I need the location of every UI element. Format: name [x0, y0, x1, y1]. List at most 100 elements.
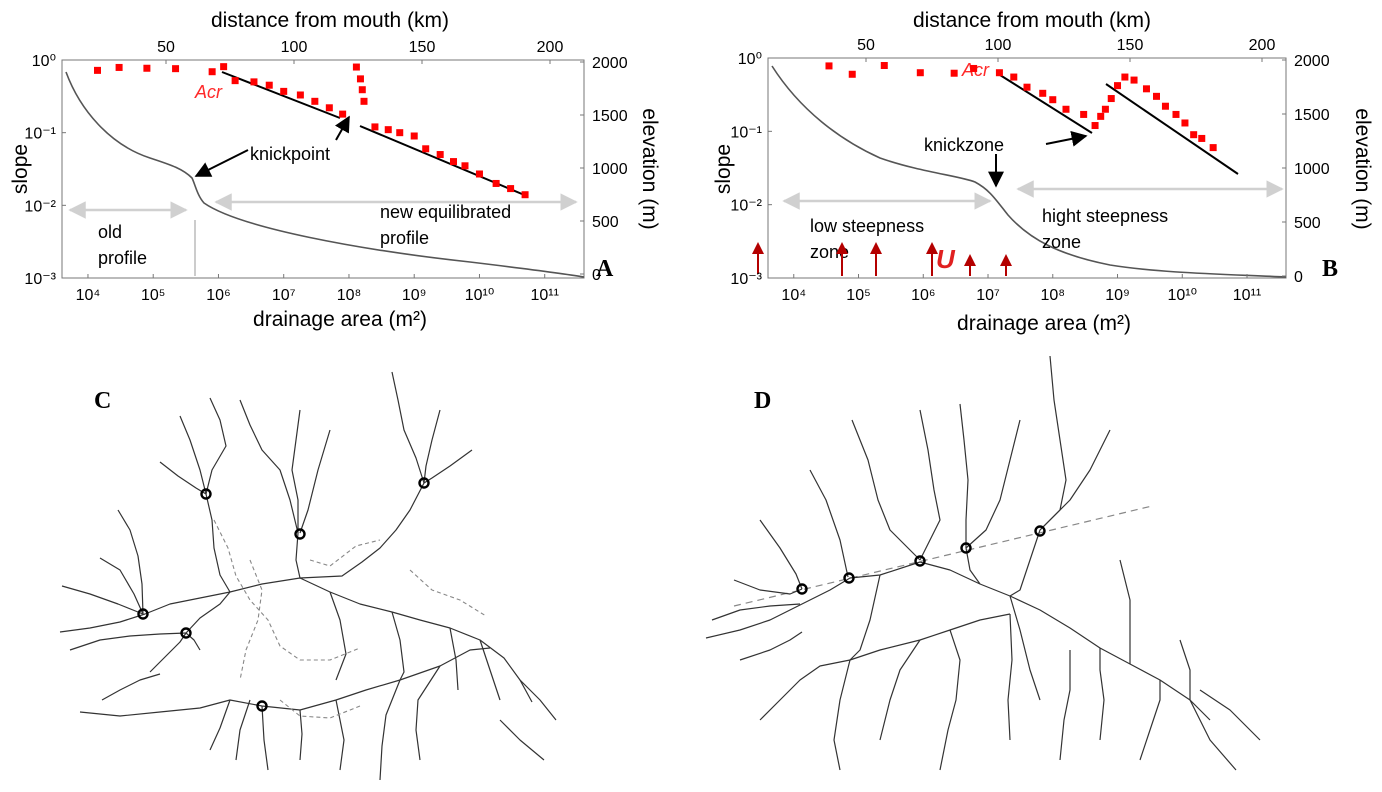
panel-label-a: A	[596, 256, 614, 282]
y-tick-label: 10⁻³	[730, 271, 762, 288]
data-point	[461, 162, 469, 170]
y2-tick-label: 0	[592, 267, 601, 284]
x2-axis-title: distance from mouth (km)	[913, 9, 1151, 32]
data-point	[825, 62, 833, 70]
data-point	[396, 129, 404, 137]
uplift-arrows	[752, 242, 1012, 276]
data-point	[231, 77, 239, 85]
data-point	[94, 66, 102, 74]
data-point	[848, 70, 856, 78]
knickpoint-markers	[137, 477, 430, 712]
knickpoint-marker	[256, 700, 268, 712]
x2-tick-label: 200	[1249, 37, 1276, 54]
longitudinal-profile-curve	[771, 65, 1287, 278]
data-point	[1097, 112, 1105, 120]
knickpoint-marker	[796, 583, 808, 595]
y2-axis-title: elevation (m)	[638, 108, 661, 229]
data-point	[970, 64, 978, 72]
data-point	[916, 69, 924, 77]
knickpoint-marker	[200, 488, 212, 500]
data-point	[1049, 96, 1057, 104]
y2-tick-labels: 2000 1500 1000 500 0	[1282, 53, 1330, 286]
y2-tick-label: 2000	[592, 55, 628, 72]
data-point	[371, 123, 379, 131]
data-point	[352, 63, 360, 71]
x-tick-label: 10¹¹	[530, 287, 558, 304]
panel-c-drainage-map: C	[59, 371, 557, 781]
data-point	[1172, 110, 1180, 118]
knickpoint-marker	[843, 572, 855, 584]
data-point	[115, 63, 123, 71]
y-tick-label: 10⁻¹	[24, 126, 56, 143]
y2-tick-label: 500	[1294, 215, 1321, 232]
data-point	[1107, 95, 1115, 103]
knickzone-arrow	[1045, 130, 1088, 147]
data-point	[1062, 105, 1070, 113]
data-point	[450, 158, 457, 166]
x2-tick-label: 150	[409, 39, 436, 56]
data-point	[1142, 85, 1150, 93]
y-axis-title: slope	[712, 144, 735, 194]
data-point	[1039, 89, 1047, 97]
x-tick-label: 10¹⁰	[1167, 287, 1197, 304]
data-point	[311, 97, 319, 105]
x-tick-label: 10⁹	[402, 287, 427, 304]
knickzone-label: knickzone	[924, 135, 1004, 155]
data-point	[1130, 76, 1138, 84]
abandoned-channels	[213, 519, 487, 719]
data-point	[358, 86, 366, 94]
data-point	[280, 87, 288, 95]
x2-tick-label: 50	[157, 39, 175, 56]
data-point	[950, 69, 958, 77]
y-tick-label: 10⁻³	[24, 271, 56, 288]
data-points	[825, 62, 1217, 152]
x2-tick-label: 50	[857, 37, 875, 54]
acr-label: Acr	[194, 82, 223, 102]
data-point	[339, 110, 347, 118]
y-tick-labels: 10⁰ 10⁻¹ 10⁻² 10⁻³	[730, 51, 772, 288]
x-tick-labels: 10⁴ 10⁵ 10⁶ 10⁷ 10⁸ 10⁹ 10¹⁰ 10¹¹	[76, 274, 559, 304]
x2-axis-title: distance from mouth (km)	[211, 9, 449, 32]
y-tick-label: 10⁰	[32, 53, 56, 70]
longitudinal-profile-curve	[65, 71, 585, 278]
data-point	[1198, 134, 1206, 142]
x-tick-label: 10⁵	[141, 287, 165, 304]
fit-line-upper-steepness	[1105, 83, 1239, 175]
y2-tick-label: 2000	[1294, 53, 1330, 70]
y-tick-label: 10⁻²	[730, 198, 762, 215]
x-axis-title: drainage area (m²)	[253, 308, 427, 331]
data-points	[94, 63, 529, 199]
data-point	[1190, 131, 1198, 139]
data-point	[436, 151, 444, 159]
x-tick-label: 10⁶	[911, 287, 935, 304]
data-point	[1080, 110, 1088, 118]
y-axis-title: slope	[9, 144, 32, 194]
uplift-arrowhead	[870, 242, 882, 254]
y2-tick-label: 1000	[592, 161, 628, 178]
data-point	[1161, 102, 1169, 110]
plot-frame	[61, 59, 585, 279]
knickpoint-label: knickpoint	[250, 144, 330, 164]
fit-line-lower-steepness	[999, 74, 1093, 134]
uplift-arrowhead	[1000, 254, 1012, 266]
x-tick-label: 10⁸	[337, 287, 362, 304]
data-point	[507, 185, 515, 193]
y-tick-label: 10⁻²	[24, 198, 56, 215]
y2-axis-title: elevation (m)	[1351, 108, 1374, 229]
data-point	[172, 65, 180, 73]
knickpoint-marker	[418, 477, 430, 489]
knickpoint-arrow	[194, 149, 249, 177]
x-tick-label: 10⁷	[272, 287, 296, 304]
knickpoint-marker	[1034, 525, 1046, 537]
x2-tick-label: 100	[985, 37, 1012, 54]
stream-network	[59, 371, 557, 781]
y-tick-label: 10⁰	[738, 51, 762, 68]
y2-tick-label: 1500	[592, 108, 628, 125]
data-point	[1209, 144, 1217, 152]
x-axis-title: drainage area (m²)	[957, 312, 1131, 335]
data-point	[475, 170, 483, 178]
knickpoint-marker	[294, 528, 306, 540]
panel-d-drainage-map: D	[705, 355, 1261, 771]
data-point	[1010, 73, 1018, 81]
